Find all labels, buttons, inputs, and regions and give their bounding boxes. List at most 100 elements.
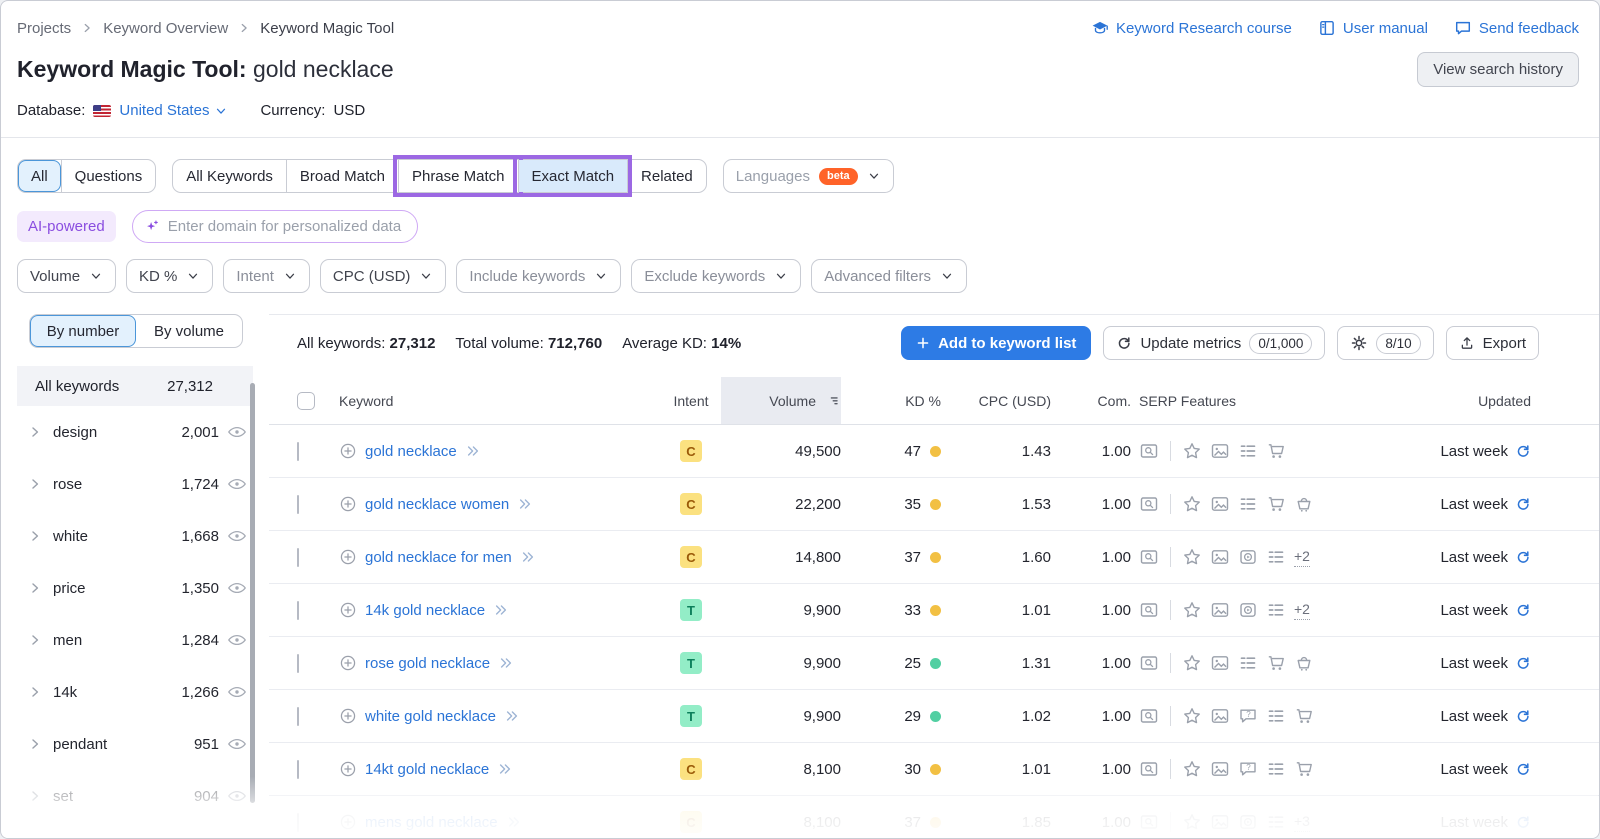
filter-advanced-filters[interactable]: Advanced filters (811, 259, 967, 293)
column-header-intent[interactable]: Intent (673, 392, 709, 409)
column-header-keyword[interactable]: Keyword (339, 392, 394, 409)
refresh-row-icon[interactable] (1515, 443, 1531, 459)
update-metrics-button[interactable]: Update metrics 0/1,000 (1103, 326, 1326, 360)
keyword-link[interactable]: gold necklace women (365, 495, 510, 513)
sidebar-group-men[interactable]: men 1,284 (17, 614, 253, 666)
refresh-row-icon[interactable] (1515, 549, 1531, 565)
eye-icon[interactable] (227, 474, 247, 494)
settings-button[interactable]: 8/10 (1337, 326, 1434, 360)
refresh-row-icon[interactable] (1515, 761, 1531, 777)
serp-more-count[interactable]: +2 (1294, 600, 1310, 620)
tab-exact-match[interactable]: Exact Match (512, 155, 633, 197)
chevron-down-icon (186, 269, 200, 283)
add-keyword-icon[interactable] (339, 813, 357, 831)
eye-icon[interactable] (227, 526, 247, 546)
keyword-link[interactable]: white gold necklace (365, 707, 496, 725)
breadcrumb-item-projects[interactable]: Projects (17, 19, 72, 37)
breadcrumb-item-keyword-overview[interactable]: Keyword Overview (103, 19, 229, 37)
filter-volume[interactable]: Volume (17, 259, 117, 293)
database-selector[interactable]: United States (119, 102, 228, 119)
column-header-volume[interactable]: Volume (721, 377, 841, 424)
tab-phrase-match[interactable]: Phrase Match (392, 155, 523, 197)
tab-all-keywords[interactable]: All Keywords (186, 167, 273, 185)
sidebar-toggle-by-volume[interactable]: By volume (153, 322, 225, 340)
select-all-checkbox[interactable] (297, 391, 315, 410)
sidebar-group-design[interactable]: design 2,001 (17, 406, 253, 458)
sidebar-group-14k[interactable]: 14k 1,266 (17, 666, 253, 718)
add-keyword-icon[interactable] (339, 601, 357, 619)
serp-serp-preview-icon (1139, 600, 1159, 620)
tab-broad-match[interactable]: Broad Match (285, 160, 398, 192)
column-header-updated[interactable]: Updated (1478, 392, 1531, 409)
refresh-row-icon[interactable] (1515, 655, 1531, 671)
sidebar-group-rose[interactable]: rose 1,724 (17, 458, 253, 510)
eye-icon[interactable] (227, 630, 247, 650)
eye-icon[interactable] (227, 682, 247, 702)
kd-value: 37 (904, 813, 921, 831)
keyword-link[interactable]: gold necklace for men (365, 548, 512, 566)
group-name: rose (53, 475, 83, 493)
tab-all[interactable]: All (18, 160, 61, 192)
eye-icon[interactable] (227, 734, 247, 754)
keyword-link[interactable]: 14k gold necklace (365, 601, 486, 619)
add-keyword-icon[interactable] (339, 760, 357, 778)
sidebar-all-keywords-row[interactable]: All keywords 27,312 (17, 366, 253, 406)
header-link-user-manual[interactable]: User manual (1318, 19, 1428, 37)
filter-exclude-keywords[interactable]: Exclude keywords (631, 259, 802, 293)
column-header-kd[interactable]: KD % (905, 392, 941, 409)
column-header-cpc[interactable]: CPC (USD) (978, 392, 1051, 409)
eye-icon[interactable] (227, 578, 247, 598)
row-checkbox[interactable] (297, 494, 299, 514)
refresh-row-icon[interactable] (1515, 814, 1531, 830)
filter-kd[interactable]: KD % (126, 259, 214, 293)
row-checkbox-cell (297, 600, 339, 620)
sidebar-group-pendant[interactable]: pendant 951 (17, 718, 253, 770)
eye-icon[interactable] (227, 786, 247, 806)
filter-intent[interactable]: Intent (223, 259, 310, 293)
tab-questions[interactable]: Questions (60, 160, 156, 192)
add-keyword-icon[interactable] (339, 548, 357, 566)
sidebar-group-price[interactable]: price 1,350 (17, 562, 253, 614)
add-keyword-icon[interactable] (339, 707, 357, 725)
sidebar-group-set[interactable]: set 904 (17, 770, 253, 822)
export-button[interactable]: Export (1445, 326, 1539, 360)
row-checkbox[interactable] (297, 759, 299, 779)
keyword-link[interactable]: mens gold necklace (365, 813, 498, 831)
add-to-keyword-list-button[interactable]: Add to keyword list (901, 326, 1092, 360)
keyword-link[interactable]: rose gold necklace (365, 654, 491, 672)
serp-more-count[interactable]: +3 (1294, 812, 1310, 832)
tab-related[interactable]: Related (627, 160, 706, 192)
sidebar-group-white[interactable]: white 1,668 (17, 510, 253, 562)
keyword-cell: 14kt gold necklace (339, 760, 661, 778)
row-checkbox[interactable] (297, 812, 299, 832)
domain-input[interactable] (131, 210, 418, 243)
sidebar-scrollbar[interactable] (250, 383, 255, 803)
row-checkbox[interactable] (297, 547, 299, 567)
sidebar-toggle-by-number[interactable]: By number (30, 315, 136, 347)
row-checkbox[interactable] (297, 600, 299, 620)
cpc-cell: 1.85 (1021, 813, 1051, 831)
add-keyword-icon[interactable] (339, 495, 357, 513)
group-count: 1,266 (181, 683, 219, 701)
languages-dropdown[interactable]: Languages beta (722, 159, 894, 193)
serp-more-count[interactable]: +2 (1294, 547, 1310, 567)
content-area: By number By volume All keywords 27,312 d… (17, 314, 1599, 838)
refresh-row-icon[interactable] (1515, 496, 1531, 512)
column-header-com[interactable]: Com. (1097, 392, 1131, 409)
header-link-send-feedback[interactable]: Send feedback (1454, 19, 1579, 37)
row-checkbox[interactable] (297, 653, 299, 673)
refresh-row-icon[interactable] (1515, 708, 1531, 724)
filter-include-keywords[interactable]: Include keywords (456, 259, 622, 293)
summary-stats: All keywords: 27,312 Total volume: 712,76… (297, 335, 741, 352)
row-checkbox[interactable] (297, 441, 299, 461)
add-keyword-icon[interactable] (339, 442, 357, 460)
refresh-row-icon[interactable] (1515, 602, 1531, 618)
filter-cpc-usd[interactable]: CPC (USD) (319, 259, 447, 293)
header-link-keyword-research-course[interactable]: Keyword Research course (1091, 19, 1292, 37)
eye-icon[interactable] (227, 422, 247, 442)
row-checkbox[interactable] (297, 706, 299, 726)
keyword-link[interactable]: gold necklace (365, 442, 457, 460)
view-search-history-button[interactable]: View search history (1417, 52, 1579, 87)
add-keyword-icon[interactable] (339, 654, 357, 672)
keyword-link[interactable]: 14kt gold necklace (365, 760, 490, 778)
